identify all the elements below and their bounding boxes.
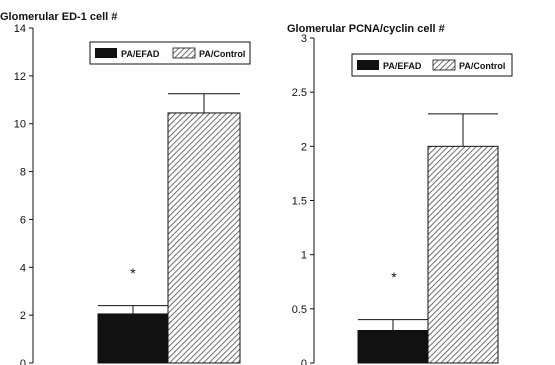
bars	[97, 93, 241, 364]
pcna-chart: Glomerular PCNA/cyclin cell # 0 0.5 1 1.5 2 2…	[287, 23, 513, 365]
bars	[357, 113, 499, 364]
y-tick-label: 1.5	[292, 196, 307, 208]
legend-label-pa-control: PA/Control	[459, 61, 505, 71]
ed1-chart: Glomerular ED-1 cell # 0 2 4 6 8 10 12 14 PA/EF…	[0, 11, 251, 365]
significance-star: *	[130, 265, 136, 281]
y-tick-label: 3	[301, 33, 307, 45]
bar-pa-efad	[357, 330, 429, 364]
legend-swatch-pa-efad	[95, 48, 117, 58]
y-tick-label: 2.5	[292, 87, 307, 99]
y-tick-label: 0.5	[292, 304, 307, 316]
legend-label-pa-control: PA/Control	[199, 49, 245, 59]
chart-title: Glomerular PCNA/cyclin cell #	[287, 23, 445, 35]
y-tick-label: 10	[14, 119, 26, 131]
y-tick-label: 0	[20, 358, 26, 365]
significance-star: *	[391, 269, 397, 285]
legend-box	[89, 41, 251, 65]
y-tick-label: 6	[20, 214, 26, 226]
y-tick-label: 12	[14, 71, 26, 83]
y-ticks: 0 0.5 1 1.5 2 2.5 3	[292, 33, 314, 365]
y-tick-label: 0	[301, 358, 307, 365]
y-tick-label: 2	[20, 310, 26, 322]
legend-swatch-pa-control	[432, 59, 456, 71]
y-tick-label: 8	[20, 167, 26, 179]
legend: PA/EFAD PA/Control	[89, 41, 251, 65]
y-tick-label: 14	[14, 23, 26, 35]
legend-label-pa-efad: PA/EFAD	[383, 61, 422, 71]
legend-box	[351, 53, 513, 77]
y-tick-label: 4	[20, 262, 26, 274]
legend: PA/EFAD PA/Control	[351, 53, 513, 77]
y-tick-label: 1	[301, 250, 307, 262]
legend-label-pa-efad: PA/EFAD	[121, 49, 160, 59]
legend-swatch-pa-efad	[357, 60, 379, 70]
bar-pa-control	[167, 112, 241, 364]
chart-title: Glomerular ED-1 cell #	[0, 11, 117, 23]
bar-pa-control	[427, 145, 499, 364]
legend-swatch-pa-control	[172, 47, 196, 59]
bar-pa-efad	[97, 313, 169, 364]
y-tick-label: 2	[301, 141, 307, 153]
y-ticks: 0 2 4 6 8 10 12 14	[14, 23, 33, 365]
